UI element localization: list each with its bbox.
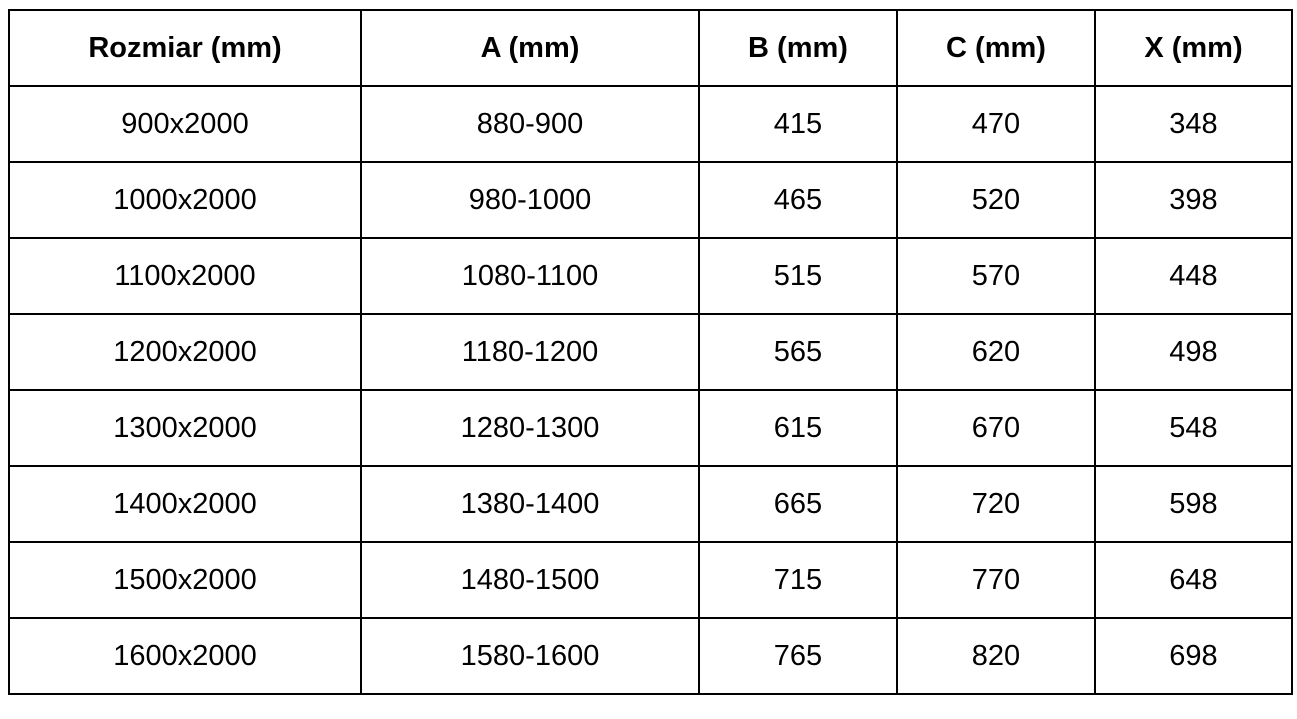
cell-size: 1300x2000: [8, 389, 362, 467]
cell-a: 1580-1600: [360, 617, 700, 695]
table-row: 1500x2000 1480-1500 715 770 648: [8, 541, 1293, 619]
cell-b: 765: [698, 617, 898, 695]
cell-c: 670: [896, 389, 1096, 467]
cell-a: 1380-1400: [360, 465, 700, 543]
column-header-b: B (mm): [698, 9, 898, 87]
header-row: Rozmiar (mm) A (mm) B (mm) C (mm) X (mm): [8, 9, 1293, 87]
cell-a: 1280-1300: [360, 389, 700, 467]
cell-a: 980-1000: [360, 161, 700, 239]
cell-x: 498: [1094, 313, 1293, 391]
cell-size: 1500x2000: [8, 541, 362, 619]
table-row: 900x2000 880-900 415 470 348: [8, 85, 1293, 163]
column-header-x: X (mm): [1094, 9, 1293, 87]
cell-c: 620: [896, 313, 1096, 391]
cell-size: 1100x2000: [8, 237, 362, 315]
table-row: 1300x2000 1280-1300 615 670 548: [8, 389, 1293, 467]
cell-size: 1200x2000: [8, 313, 362, 391]
cell-a: 880-900: [360, 85, 700, 163]
cell-x: 398: [1094, 161, 1293, 239]
table-row: 1200x2000 1180-1200 565 620 498: [8, 313, 1293, 391]
cell-b: 565: [698, 313, 898, 391]
table-row: 1600x2000 1580-1600 765 820 698: [8, 617, 1293, 695]
cell-b: 415: [698, 85, 898, 163]
column-header-c: C (mm): [896, 9, 1096, 87]
cell-x: 448: [1094, 237, 1293, 315]
cell-x: 348: [1094, 85, 1293, 163]
cell-b: 715: [698, 541, 898, 619]
cell-c: 570: [896, 237, 1096, 315]
cell-x: 698: [1094, 617, 1293, 695]
cell-b: 465: [698, 161, 898, 239]
cell-a: 1080-1100: [360, 237, 700, 315]
cell-size: 1400x2000: [8, 465, 362, 543]
cell-a: 1180-1200: [360, 313, 700, 391]
column-header-size: Rozmiar (mm): [8, 9, 362, 87]
cell-c: 820: [896, 617, 1096, 695]
cell-size: 900x2000: [8, 85, 362, 163]
cell-c: 720: [896, 465, 1096, 543]
column-header-a: A (mm): [360, 9, 700, 87]
cell-b: 515: [698, 237, 898, 315]
cell-x: 548: [1094, 389, 1293, 467]
cell-b: 615: [698, 389, 898, 467]
cell-size: 1000x2000: [8, 161, 362, 239]
dimensions-table: Rozmiar (mm) A (mm) B (mm) C (mm) X (mm) 900…: [8, 9, 1293, 695]
table-row: 1000x2000 980-1000 465 520 398: [8, 161, 1293, 239]
cell-c: 770: [896, 541, 1096, 619]
cell-c: 470: [896, 85, 1096, 163]
cell-a: 1480-1500: [360, 541, 700, 619]
table-row: 1400x2000 1380-1400 665 720 598: [8, 465, 1293, 543]
cell-size: 1600x2000: [8, 617, 362, 695]
table-row: 1100x2000 1080-1100 515 570 448: [8, 237, 1293, 315]
cell-x: 648: [1094, 541, 1293, 619]
cell-x: 598: [1094, 465, 1293, 543]
cell-c: 520: [896, 161, 1096, 239]
cell-b: 665: [698, 465, 898, 543]
